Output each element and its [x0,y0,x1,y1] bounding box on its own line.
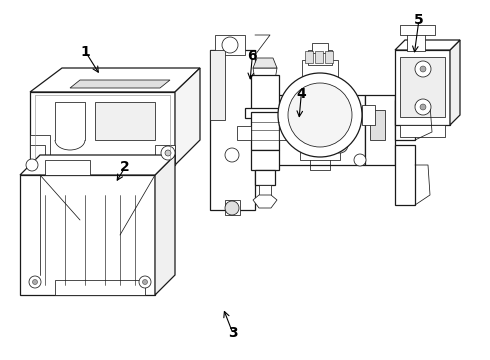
Text: 3: 3 [228,326,238,340]
Polygon shape [253,68,277,80]
Polygon shape [395,145,415,205]
Polygon shape [95,102,155,140]
Polygon shape [362,105,375,125]
Circle shape [222,37,238,53]
Polygon shape [308,50,332,65]
Polygon shape [210,50,225,120]
Circle shape [29,276,41,288]
Polygon shape [155,155,175,295]
Polygon shape [175,68,200,165]
Polygon shape [255,170,275,185]
Polygon shape [30,145,45,165]
Circle shape [139,276,151,288]
Polygon shape [400,57,445,117]
Polygon shape [253,58,277,68]
Circle shape [26,159,38,171]
Polygon shape [30,92,175,165]
Polygon shape [259,185,271,195]
Polygon shape [30,135,50,165]
Polygon shape [45,160,90,175]
Polygon shape [302,60,338,87]
Circle shape [420,104,426,110]
Text: 6: 6 [247,49,257,63]
Circle shape [420,66,426,72]
Polygon shape [55,280,145,295]
Polygon shape [255,95,365,165]
Polygon shape [245,108,285,118]
Circle shape [32,279,38,284]
Circle shape [288,83,352,147]
Polygon shape [20,155,175,175]
Text: 1: 1 [81,45,91,59]
Text: 4: 4 [296,87,306,100]
Bar [305,51,313,63]
Circle shape [143,279,147,284]
Circle shape [165,150,171,156]
Polygon shape [370,110,385,140]
Polygon shape [265,105,278,125]
Polygon shape [279,126,293,140]
Circle shape [415,99,431,115]
Circle shape [161,146,175,160]
Polygon shape [225,200,240,215]
Polygon shape [400,125,445,137]
Polygon shape [215,35,245,55]
Polygon shape [253,195,277,208]
Circle shape [354,154,366,166]
Polygon shape [395,100,415,140]
Polygon shape [70,80,170,88]
Polygon shape [20,175,155,295]
Polygon shape [155,145,175,165]
Polygon shape [30,68,200,92]
Bar [315,51,323,63]
Circle shape [332,137,348,153]
Polygon shape [251,75,279,112]
Polygon shape [450,40,460,125]
Text: 5: 5 [414,13,424,27]
Polygon shape [407,35,425,51]
Text: 2: 2 [120,161,130,174]
Polygon shape [312,43,328,53]
Polygon shape [365,95,395,165]
Polygon shape [395,40,460,50]
Polygon shape [251,150,279,170]
Circle shape [225,201,239,215]
Circle shape [278,73,362,157]
Circle shape [225,148,239,162]
Circle shape [415,61,431,77]
Circle shape [300,110,320,130]
Polygon shape [210,50,255,210]
Polygon shape [237,126,251,140]
Bar [325,51,333,63]
Polygon shape [251,112,279,150]
Polygon shape [395,50,450,125]
Polygon shape [300,143,340,160]
